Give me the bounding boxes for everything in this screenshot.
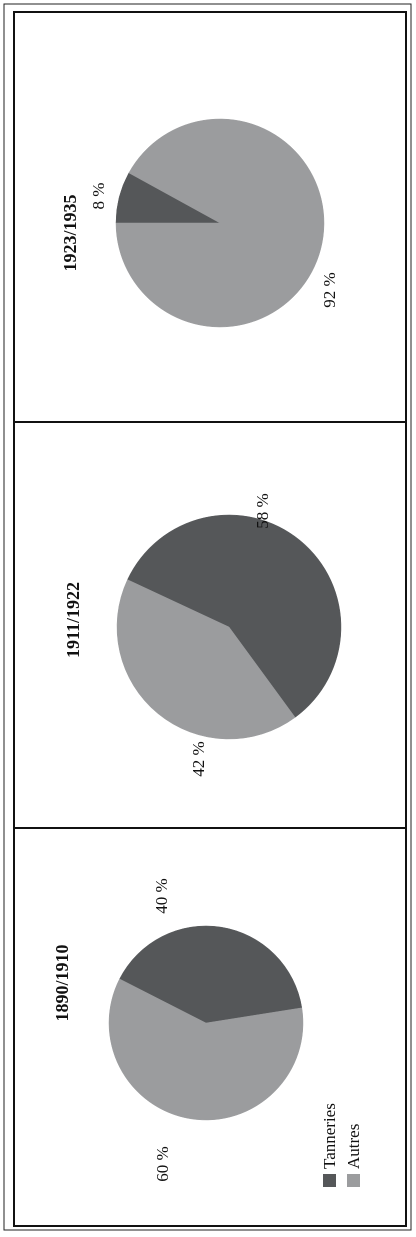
outer-frame — [3, 3, 412, 1231]
pie-label-autres-1911-1922: 42 % — [189, 741, 208, 776]
legend-label-tanneries: Tanneries — [320, 1103, 339, 1169]
pie-title-1923-1935: 1923/1935 — [60, 194, 80, 271]
pie-slice-tanneries-1890-1910 — [119, 925, 303, 1024]
pie-label-tanneries-1890-1910: 40 % — [152, 878, 171, 913]
pie-slice-autres-1890-1910 — [108, 978, 304, 1121]
legend-swatch-tanneries — [323, 1174, 336, 1187]
pie-slice-tanneries-1911-1922 — [127, 514, 342, 718]
pie-label-tanneries-1911-1922: 58 % — [253, 493, 272, 528]
panel-1890-1910 — [13, 827, 407, 1227]
pie-title-1890-1910: 1890/1910 — [52, 944, 72, 1021]
legend-swatch-autres — [347, 1174, 360, 1187]
pie-chart-1890-1910: 1890/1910 40 % 60 % Tanneries Autres — [52, 878, 363, 1187]
pie-label-autres-1923-1935: 92 % — [320, 272, 339, 307]
pie-label-tanneries-1923-1935: 8 % — [89, 183, 108, 210]
legend-label-autres: Autres — [344, 1124, 363, 1169]
pie-chart-1923-1935: 1923/1935 8 % 92 % — [60, 118, 339, 328]
pie-label-autres-1890-1910: 60 % — [153, 1146, 172, 1181]
pie-slice-autres-1923-1935 — [115, 118, 325, 328]
pie-slice-autres-1911-1922 — [116, 579, 296, 740]
pie-title-1911-1922: 1911/1922 — [63, 582, 83, 658]
pie-chart-1911-1922: 1911/1922 58 % 42 % — [63, 493, 342, 777]
